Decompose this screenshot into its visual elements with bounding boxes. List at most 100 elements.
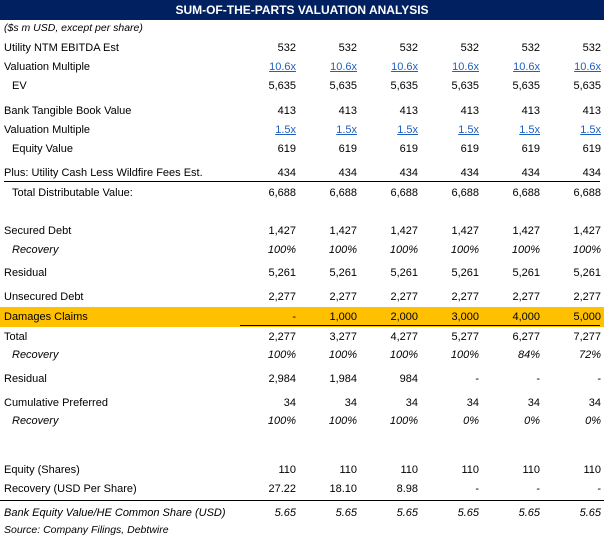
table-cell: 5,277 xyxy=(451,331,479,343)
table-cell: 1,427 xyxy=(329,225,357,237)
table-row-residual-1: Residual 5,261 5,261 5,261 5,261 5,261 5… xyxy=(0,264,604,282)
table-cell: 413 xyxy=(277,105,296,117)
table-cell: 4,000 xyxy=(512,311,540,323)
multiple-link[interactable]: 1.5x xyxy=(580,124,601,136)
table-cell: 532 xyxy=(338,42,357,54)
row-label: EV xyxy=(12,80,27,92)
row-label: Recovery xyxy=(12,415,59,427)
multiple-link[interactable]: 10.6x xyxy=(269,61,296,73)
row-label: Recovery xyxy=(12,349,59,361)
table-cell: - xyxy=(292,311,296,323)
table-cell: 434 xyxy=(460,167,479,179)
subtotal-underline xyxy=(4,181,600,182)
table-cell: 1,427 xyxy=(512,225,540,237)
table-cell: 619 xyxy=(582,143,601,155)
table-cell: 532 xyxy=(521,42,540,54)
table-cell: 6,688 xyxy=(268,187,296,199)
table-row-equity-value: Equity Value 619 619 619 619 619 619 xyxy=(0,140,604,158)
table-cell: 5,635 xyxy=(390,80,418,92)
table-row-unsecured-debt: Unsecured Debt 2,277 2,277 2,277 2,277 2… xyxy=(0,288,604,306)
table-cell: 4,277 xyxy=(390,331,418,343)
row-label: Bank Tangible Book Value xyxy=(4,105,132,117)
table-cell: 100% xyxy=(328,349,357,361)
row-label: Bank Equity Value/HE Common Share (USD) xyxy=(4,507,226,519)
table-row-equity-shares: Equity (Shares) 110 110 110 110 110 110 xyxy=(0,461,604,479)
row-label: Equity (Shares) xyxy=(4,464,80,476)
table-row-utility-multiple: Valuation Multiple 10.6x 10.6x 10.6x 10.… xyxy=(0,58,604,76)
table-cell: 984 xyxy=(399,373,418,385)
table-cell: 5,261 xyxy=(390,267,418,279)
table-cell: 110 xyxy=(461,464,479,476)
multiple-link[interactable]: 10.6x xyxy=(452,61,479,73)
table-row-residual-2: Residual 2,984 1,984 984 - - - xyxy=(0,370,604,388)
table-cell: 110 xyxy=(278,464,296,476)
table-cell: 1,000 xyxy=(329,311,357,323)
multiple-link[interactable]: 1.5x xyxy=(519,124,540,136)
source-note: Source: Company Filings, Debtwire xyxy=(4,524,169,536)
table-cell: 619 xyxy=(521,143,540,155)
table-cell: 5.65 xyxy=(518,507,540,519)
table-row-bank-multiple: Valuation Multiple 1.5x 1.5x 1.5x 1.5x 1… xyxy=(0,121,604,139)
row-label: Equity Value xyxy=(12,143,73,155)
row-label: Valuation Multiple xyxy=(4,61,91,73)
row-label: Secured Debt xyxy=(4,225,72,237)
table-cell: 434 xyxy=(582,167,601,179)
table-cell: 5,635 xyxy=(329,80,357,92)
multiple-link[interactable]: 10.6x xyxy=(330,61,357,73)
table-cell: 5,261 xyxy=(329,267,357,279)
table-cell: 3,000 xyxy=(451,311,479,323)
table-row-damages-claims: Damages Claims - 1,000 2,000 3,000 4,000… xyxy=(0,308,604,326)
table-subtitle: ($s m USD, except per share) xyxy=(4,22,143,34)
table-cell: - xyxy=(597,373,601,385)
table-cell: 434 xyxy=(521,167,540,179)
row-label: Residual xyxy=(4,267,47,279)
table-cell: 100% xyxy=(328,244,357,256)
table-cell: 619 xyxy=(460,143,479,155)
multiple-link[interactable]: 1.5x xyxy=(275,124,296,136)
table-cell: 2,277 xyxy=(268,291,296,303)
table-cell: 6,688 xyxy=(329,187,357,199)
table-cell: - xyxy=(475,483,479,495)
multiple-link[interactable]: 1.5x xyxy=(336,124,357,136)
table-cell: 5,000 xyxy=(573,311,601,323)
table-cell: 6,277 xyxy=(512,331,540,343)
row-label: Residual xyxy=(4,373,47,385)
table-cell: 532 xyxy=(460,42,479,54)
table-cell: 619 xyxy=(399,143,418,155)
table-row-unsecured-recovery: Recovery 100% 100% 100% 100% 84% 72% xyxy=(0,346,604,364)
table-cell: 100% xyxy=(450,349,479,361)
table-cell: 5,261 xyxy=(573,267,601,279)
multiple-link[interactable]: 10.6x xyxy=(574,61,601,73)
table-row-utility-cash: Plus: Utility Cash Less Wildfire Fees Es… xyxy=(0,164,604,182)
table-cell: 100% xyxy=(328,415,357,427)
table-cell: 100% xyxy=(572,244,601,256)
table-cell: 413 xyxy=(338,105,357,117)
table-cell: 5.65 xyxy=(457,507,479,519)
multiple-link[interactable]: 1.5x xyxy=(458,124,479,136)
table-cell: 100% xyxy=(267,415,296,427)
table-cell: 34 xyxy=(466,397,479,409)
table-cell: 18.10 xyxy=(329,483,357,495)
table-cell: 34 xyxy=(588,397,601,409)
row-label: Recovery xyxy=(12,244,59,256)
multiple-link[interactable]: 10.6x xyxy=(391,61,418,73)
table-cell: 110 xyxy=(400,464,418,476)
table-row-preferred-recovery: Recovery 100% 100% 100% 0% 0% 0% xyxy=(0,412,604,430)
table-cell: 6,688 xyxy=(573,187,601,199)
table-row-secured-recovery: Recovery 100% 100% 100% 100% 100% 100% xyxy=(0,241,604,259)
table-cell: 0% xyxy=(463,415,479,427)
table-cell: 72% xyxy=(578,349,601,361)
table-cell: 100% xyxy=(267,349,296,361)
multiple-link[interactable]: 1.5x xyxy=(397,124,418,136)
table-cell: - xyxy=(536,373,540,385)
row-label: Total xyxy=(4,331,28,343)
multiple-link[interactable]: 10.6x xyxy=(513,61,540,73)
divider xyxy=(0,500,604,501)
row-label: Valuation Multiple xyxy=(4,124,91,136)
table-cell: 110 xyxy=(583,464,601,476)
table-cell: 6,688 xyxy=(390,187,418,199)
table-cell: 34 xyxy=(405,397,418,409)
table-title: SUM-OF-THE-PARTS VALUATION ANALYSIS xyxy=(0,0,604,20)
table-cell: 7,277 xyxy=(573,331,601,343)
table-cell: 5,261 xyxy=(512,267,540,279)
